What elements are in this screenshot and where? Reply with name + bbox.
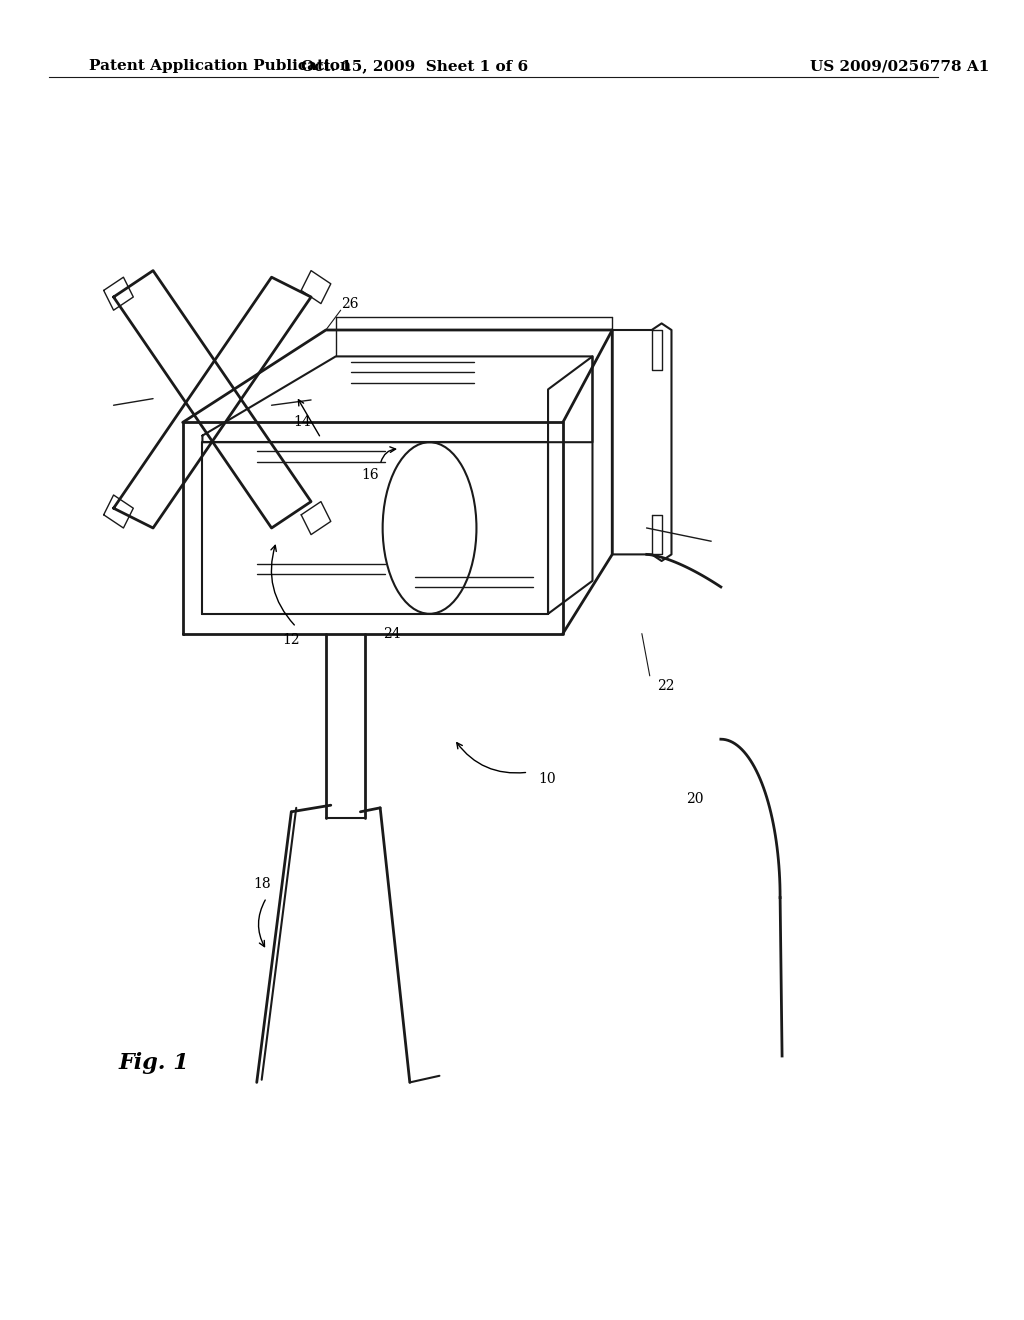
Text: 22: 22 [656, 680, 674, 693]
Text: 16: 16 [361, 469, 379, 482]
Text: Patent Application Publication: Patent Application Publication [89, 59, 351, 74]
Text: 26: 26 [341, 297, 358, 310]
Text: 14: 14 [293, 416, 311, 429]
Text: 10: 10 [539, 772, 556, 785]
Text: 18: 18 [253, 878, 270, 891]
Text: Fig. 1: Fig. 1 [119, 1052, 189, 1073]
Text: US 2009/0256778 A1: US 2009/0256778 A1 [810, 59, 989, 74]
Text: Oct. 15, 2009  Sheet 1 of 6: Oct. 15, 2009 Sheet 1 of 6 [301, 59, 528, 74]
Text: 20: 20 [686, 792, 703, 805]
Text: 24: 24 [383, 627, 400, 640]
Text: 12: 12 [283, 634, 300, 647]
